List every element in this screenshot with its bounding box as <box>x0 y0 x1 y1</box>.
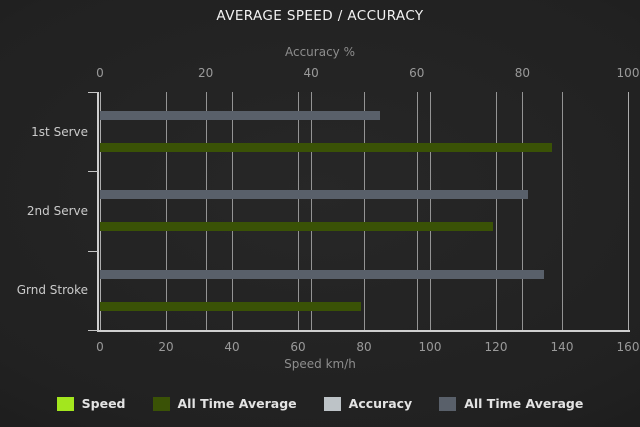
gridline-bottom-20 <box>166 92 167 330</box>
legend-label: Accuracy <box>348 396 413 411</box>
top-axis-tick-label: 20 <box>197 66 214 80</box>
legend-item[interactable]: Accuracy <box>323 396 413 411</box>
y-axis-tick <box>88 330 98 331</box>
bottom-axis-title: Speed km/h <box>284 357 356 371</box>
gridline-bottom-80 <box>364 92 365 330</box>
legend-label: Speed <box>81 396 126 411</box>
y-axis-tick <box>88 92 98 93</box>
gridline-top-60 <box>417 92 418 330</box>
x-axis-line <box>97 330 630 332</box>
top-axis-tick-label: 60 <box>409 66 425 80</box>
legend: Speed All Time Average Accuracy All Time Av… <box>0 396 640 411</box>
top-axis-tick-label: 0 <box>96 66 104 80</box>
gridline-top-40 <box>311 92 312 330</box>
bar-bottom-ata <box>100 222 493 231</box>
legend-label: All Time Average <box>177 396 297 411</box>
gridline-bottom-0 <box>100 92 101 330</box>
bottom-axis-tick-label: 100 <box>418 340 442 354</box>
legend-swatch <box>439 396 457 411</box>
top-axis-tick-label: 80 <box>514 66 531 80</box>
category-label: Grnd Stroke <box>16 283 88 298</box>
y-axis-line <box>97 92 99 332</box>
bar-top-ata <box>100 270 544 279</box>
legend-label: All Time Average <box>464 396 584 411</box>
category-label: 1st Serve <box>31 124 88 139</box>
gridline-bottom-60 <box>298 92 299 330</box>
legend-swatch <box>56 396 74 411</box>
bar-bottom-ata <box>100 143 552 152</box>
y-axis-tick <box>88 251 98 252</box>
top-axis-tick-label: 100 <box>616 66 640 80</box>
bottom-axis-tick-label: 140 <box>550 340 574 354</box>
legend-item[interactable]: Speed <box>56 396 126 411</box>
legend-item[interactable]: All Time Average <box>152 396 297 411</box>
top-axis-tick-label: 40 <box>303 66 319 80</box>
gridline-top-80 <box>522 92 523 330</box>
legend-swatch <box>152 396 170 411</box>
gridline-bottom-40 <box>232 92 233 330</box>
gridline-bottom-100 <box>430 92 431 330</box>
bar-top-ata <box>100 111 380 120</box>
bottom-axis-tick-label: 80 <box>356 340 372 354</box>
gridline-top-20 <box>206 92 207 330</box>
bar-top-ata <box>100 190 528 199</box>
legend-swatch <box>323 396 341 411</box>
bottom-axis-tick-label: 20 <box>158 340 174 354</box>
bottom-axis-tick-label: 0 <box>96 340 104 354</box>
y-axis-tick <box>88 171 98 172</box>
gridline-bottom-120 <box>496 92 497 330</box>
bottom-axis-tick-label: 60 <box>290 340 306 354</box>
chart-title: AVERAGE SPEED / ACCURACY <box>216 8 424 24</box>
bar-bottom-ata <box>100 302 361 311</box>
category-label: 2nd Serve <box>26 204 88 218</box>
bottom-axis-tick-label: 160 <box>616 340 640 354</box>
gridline-bottom-160 <box>628 92 629 330</box>
bottom-axis-tick-label: 40 <box>224 340 240 354</box>
gridline-bottom-140 <box>562 92 563 330</box>
bottom-axis-tick-label: 120 <box>484 340 508 354</box>
top-axis-title: Accuracy % <box>284 45 355 59</box>
legend-item[interactable]: All Time Average <box>439 396 583 411</box>
